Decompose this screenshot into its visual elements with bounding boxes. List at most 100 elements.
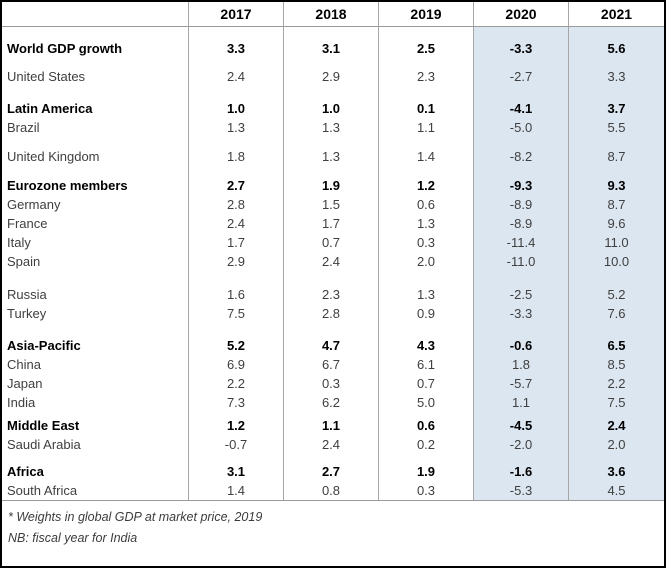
spacer-cell-2020 <box>474 166 569 176</box>
value-cell-2021: 3.3 <box>569 67 664 86</box>
value-cell-2020: -3.3 <box>474 304 569 323</box>
spacer-cell-2017 <box>189 454 284 462</box>
value-cell-2021: 8.5 <box>569 355 664 374</box>
spacer-label-cell <box>2 412 189 416</box>
spacer-cell-2017 <box>189 166 284 176</box>
value-cell-2017: 5.2 <box>189 336 284 355</box>
spacer-cell-2021 <box>569 58 664 67</box>
table-row: World GDP growth 3.3 3.1 2.5 -3.3 5.6 <box>2 39 664 58</box>
row-label: United States <box>2 67 189 86</box>
spacer-cell-2019 <box>379 58 474 67</box>
spacer-cell-2018 <box>284 454 379 462</box>
spacer-cell-2017 <box>189 86 284 99</box>
value-cell-2021: 7.6 <box>569 304 664 323</box>
value-cell-2019: 1.3 <box>379 285 474 304</box>
table-row: India 7.3 6.2 5.0 1.1 7.5 <box>2 393 664 412</box>
row-label: France <box>2 214 189 233</box>
spacer-cell-2020 <box>474 412 569 416</box>
value-cell-2019: 0.9 <box>379 304 474 323</box>
year-column-header-2020: 2020 <box>474 2 569 26</box>
table-row: Russia 1.6 2.3 1.3 -2.5 5.2 <box>2 285 664 304</box>
table-row: Latin America 1.0 1.0 0.1 -4.1 3.7 <box>2 99 664 118</box>
row-label: Asia-Pacific <box>2 336 189 355</box>
spacer-cell-2017 <box>189 58 284 67</box>
spacer-row <box>2 86 664 99</box>
value-cell-2021: 3.6 <box>569 462 664 481</box>
table-row: United States 2.4 2.9 2.3 -2.7 3.3 <box>2 67 664 86</box>
value-cell-2021: 8.7 <box>569 147 664 166</box>
spacer-cell-2020 <box>474 454 569 462</box>
table-header-row: 2017 2018 2019 2020 2021 <box>2 2 664 27</box>
spacer-label-cell <box>2 454 189 462</box>
value-cell-2017: -0.7 <box>189 435 284 454</box>
table-row: Eurozone members 2.7 1.9 1.2 -9.3 9.3 <box>2 176 664 195</box>
value-cell-2020: -2.7 <box>474 67 569 86</box>
value-cell-2019: 1.3 <box>379 214 474 233</box>
value-cell-2018: 2.3 <box>284 285 379 304</box>
value-cell-2017: 1.6 <box>189 285 284 304</box>
spacer-cell-2018 <box>284 271 379 285</box>
table-row: Italy 1.7 0.7 0.3 -11.4 11.0 <box>2 233 664 252</box>
value-cell-2017: 2.4 <box>189 67 284 86</box>
value-cell-2018: 1.1 <box>284 416 379 435</box>
spacer-cell-2021 <box>569 454 664 462</box>
table-row: Japan 2.2 0.3 0.7 -5.7 2.2 <box>2 374 664 393</box>
value-cell-2018: 4.7 <box>284 336 379 355</box>
row-label: China <box>2 355 189 374</box>
row-label: Latin America <box>2 99 189 118</box>
value-cell-2021: 9.6 <box>569 214 664 233</box>
spacer-cell-2019 <box>379 412 474 416</box>
spacer-cell-2018 <box>284 27 379 39</box>
value-cell-2018: 2.8 <box>284 304 379 323</box>
value-cell-2019: 2.5 <box>379 39 474 58</box>
spacer-label-cell <box>2 137 189 147</box>
value-cell-2020: -5.0 <box>474 118 569 137</box>
spacer-cell-2019 <box>379 27 474 39</box>
spacer-row <box>2 323 664 336</box>
value-cell-2017: 2.4 <box>189 214 284 233</box>
value-cell-2019: 0.6 <box>379 195 474 214</box>
footnote-fiscal-year: NB: fiscal year for India <box>8 531 138 545</box>
value-cell-2018: 2.4 <box>284 435 379 454</box>
value-cell-2018: 0.3 <box>284 374 379 393</box>
value-cell-2017: 6.9 <box>189 355 284 374</box>
spacer-cell-2018 <box>284 166 379 176</box>
value-cell-2017: 2.8 <box>189 195 284 214</box>
spacer-label-cell <box>2 86 189 99</box>
table-row: Spain 2.9 2.4 2.0 -11.0 10.0 <box>2 252 664 271</box>
value-cell-2017: 2.9 <box>189 252 284 271</box>
value-cell-2020: -5.7 <box>474 374 569 393</box>
spacer-row <box>2 58 664 67</box>
spacer-row <box>2 166 664 176</box>
row-label: South Africa <box>2 481 189 500</box>
row-label: India <box>2 393 189 412</box>
year-column-header-2021: 2021 <box>600 6 633 22</box>
value-cell-2019: 1.1 <box>379 118 474 137</box>
row-label: Saudi Arabia <box>2 435 189 454</box>
spacer-cell-2019 <box>379 454 474 462</box>
spacer-cell-2018 <box>284 86 379 99</box>
spacer-cell-2020 <box>474 137 569 147</box>
value-cell-2018: 1.7 <box>284 214 379 233</box>
row-label: Germany <box>2 195 189 214</box>
spacer-cell-2020 <box>474 58 569 67</box>
spacer-label-cell <box>2 58 189 67</box>
value-cell-2020: -3.3 <box>474 39 569 58</box>
year-column-header-2017: 2017 <box>189 2 284 26</box>
table-row: United Kingdom 1.8 1.3 1.4 -8.2 8.7 <box>2 147 664 166</box>
value-cell-2020: -4.5 <box>474 416 569 435</box>
spacer-cell-2020 <box>474 86 569 99</box>
spacer-cell-2017 <box>189 271 284 285</box>
value-cell-2017: 2.2 <box>189 374 284 393</box>
spacer-cell-2020 <box>474 27 569 39</box>
value-cell-2018: 1.3 <box>284 147 379 166</box>
row-label: Africa <box>2 462 189 481</box>
value-cell-2018: 6.2 <box>284 393 379 412</box>
spacer-row <box>2 454 664 462</box>
value-cell-2019: 4.3 <box>379 336 474 355</box>
value-cell-2019: 2.3 <box>379 67 474 86</box>
value-cell-2019: 2.0 <box>379 252 474 271</box>
row-label: United Kingdom <box>2 147 189 166</box>
value-cell-2020: -2.5 <box>474 285 569 304</box>
